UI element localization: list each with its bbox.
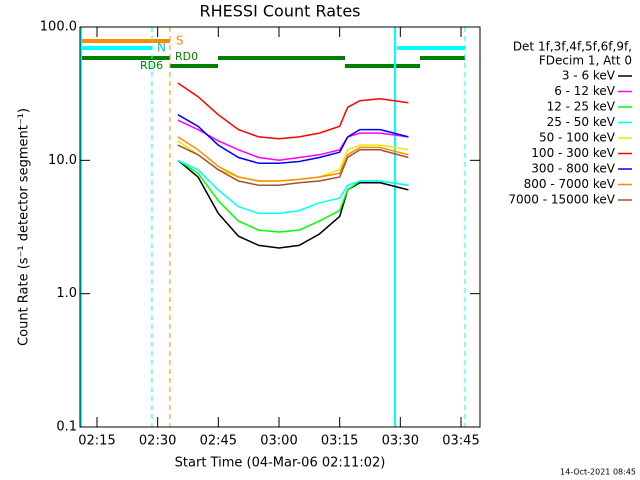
- annotation: RD0: [175, 50, 198, 63]
- legend-label: 100 - 300 keV: [531, 146, 615, 160]
- legend-title: Det 1f,3f,4f,5f,6f,9f,: [513, 40, 632, 54]
- annotation: S: [176, 34, 184, 48]
- legend-label: 800 - 7000 keV: [524, 177, 616, 191]
- chart-title: RHESSI Count Rates: [200, 2, 361, 21]
- x-tick-label: 02:45: [200, 434, 237, 449]
- y-axis-label: Count Rate (s⁻¹ detector segment⁻¹): [17, 108, 32, 346]
- x-axis-label: Start Time (04-Mar-06 02:11:02): [175, 456, 386, 471]
- series-line: [177, 159, 409, 215]
- x-tick-label: 03:30: [382, 434, 419, 449]
- x-tick-label: 03:45: [442, 434, 479, 449]
- x-tick-label: 03:00: [260, 434, 297, 449]
- x-tick-label: 03:15: [321, 434, 358, 449]
- legend-label: 3 - 6 keV: [562, 69, 616, 83]
- y-tick-label: 1.0: [56, 286, 77, 301]
- x-tick-label: 02:15: [78, 434, 115, 449]
- y-tick-label: 10.0: [48, 153, 77, 168]
- legend-label: 25 - 50 keV: [547, 115, 616, 129]
- annotation: RD6: [140, 59, 163, 72]
- legend-title: FDecim 1, Att 0: [539, 54, 632, 68]
- legend-label: 300 - 800 keV: [531, 162, 615, 176]
- legend-label: 12 - 25 keV: [547, 100, 616, 114]
- series-line: [177, 159, 409, 249]
- state-bars: S N RD0 RD6: [80, 27, 466, 427]
- series-line: [177, 119, 409, 162]
- y-tick-label: 100.0: [40, 20, 77, 35]
- series-line: [177, 144, 409, 187]
- y-tick-label: 0.1: [56, 420, 77, 435]
- plot-frame: [79, 26, 481, 428]
- series-line: [177, 82, 409, 140]
- legend-label: 50 - 100 keV: [539, 131, 616, 145]
- series-line: [177, 136, 409, 182]
- footer: 14-Oct-2021 08:45: [560, 468, 636, 477]
- x-tick-label: 02:30: [139, 434, 176, 449]
- legend-label: 7000 - 15000 keV: [508, 193, 615, 207]
- annotation: N: [157, 41, 166, 55]
- series-line: [177, 114, 409, 165]
- legend-label: 6 - 12 keV: [554, 84, 616, 98]
